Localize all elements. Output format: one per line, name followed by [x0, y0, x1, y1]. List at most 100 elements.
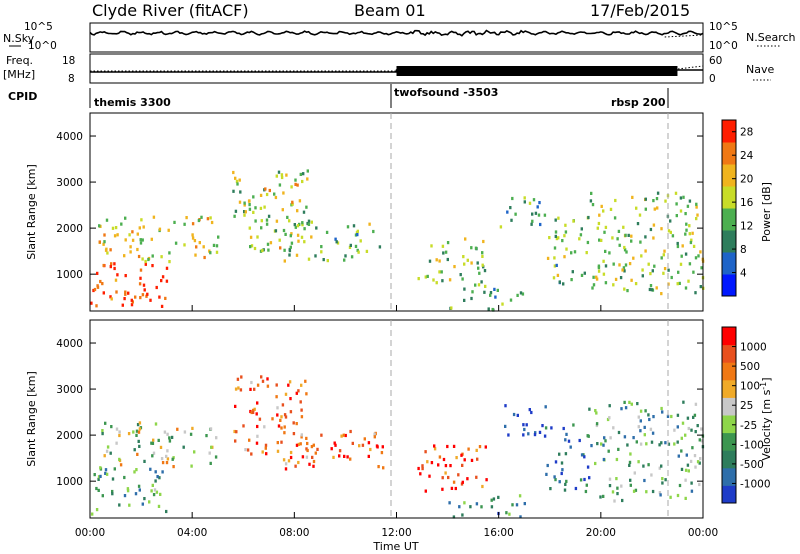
range-gate-cell — [165, 461, 169, 465]
range-gate-cell — [452, 444, 456, 448]
range-gate-cell — [565, 247, 568, 251]
range-gate-cell — [292, 421, 295, 425]
range-gate-cell — [586, 240, 590, 245]
range-gate-cell — [490, 498, 493, 502]
range-gate-cell — [692, 270, 695, 274]
range-gate-cell — [623, 248, 627, 252]
range-gate-cell — [677, 454, 680, 458]
range-gate-cell — [123, 297, 126, 301]
range-gate-cell — [343, 258, 346, 262]
range-gate-cell — [93, 473, 96, 477]
range-gate-cell — [265, 452, 268, 456]
range-gate-cell — [698, 461, 701, 465]
range-gate-cell — [252, 408, 255, 412]
range-gate-cell — [106, 445, 110, 449]
range-gate-cell — [604, 225, 608, 229]
x-tick-label: 00:00 — [75, 527, 105, 539]
range-gate-cell — [275, 174, 278, 178]
range-gate-cell — [284, 392, 288, 396]
range-gate-cell — [240, 375, 243, 379]
range-gate-cell — [650, 440, 654, 444]
range-gate-cell — [287, 459, 291, 463]
range-gate-cell — [233, 429, 236, 434]
range-gate-cell — [591, 203, 595, 207]
range-gate-cell — [239, 190, 242, 194]
range-gate-cell — [554, 218, 557, 222]
range-gate-cell — [612, 426, 615, 430]
range-gate-cell — [509, 298, 513, 302]
range-gate-cell — [305, 455, 309, 459]
x-tick-label: 12:00 — [381, 527, 411, 539]
range-gate-cell — [532, 198, 536, 202]
noise-strip: 10^5 10^0 10^5 10^0 N.Sky N.Search — [3, 21, 796, 53]
range-gate-cell — [666, 414, 670, 418]
range-gate-cell — [157, 504, 161, 508]
range-gate-cell — [161, 470, 164, 474]
range-gate-cell — [332, 455, 335, 459]
range-gate-cell — [101, 494, 104, 498]
range-gate-cell — [673, 442, 676, 446]
range-gate-cell — [134, 492, 138, 496]
range-gate-cell — [446, 444, 449, 449]
range-gate-cell — [267, 248, 270, 252]
range-gate-cell — [101, 432, 104, 436]
range-gate-cell — [661, 410, 664, 414]
range-gate-cell — [687, 426, 690, 431]
y-tick-label: 3000 — [56, 384, 83, 396]
range-gate-cell — [608, 477, 612, 481]
range-gate-cell — [453, 265, 456, 269]
range-gate-cell — [238, 178, 241, 182]
range-gate-cell — [553, 256, 556, 260]
range-gate-cell — [626, 289, 629, 293]
range-gate-cell — [197, 218, 201, 223]
range-gate-cell — [625, 250, 628, 254]
range-gate-cell — [148, 500, 151, 504]
range-gate-cell — [656, 191, 660, 195]
range-gate-cell — [306, 177, 309, 181]
range-gate-cell — [622, 266, 626, 270]
range-gate-cell — [234, 404, 237, 408]
range-gate-cell — [298, 222, 301, 226]
range-gate-cell — [560, 461, 564, 465]
range-gate-cell — [684, 212, 687, 216]
range-gate-cell — [254, 206, 257, 210]
range-gate-cell — [523, 502, 526, 506]
range-gate-cell — [98, 224, 101, 228]
range-gate-cell — [278, 238, 281, 242]
range-gate-cell — [301, 221, 304, 225]
range-gate-cell — [283, 431, 286, 435]
range-gate-cell — [572, 219, 575, 223]
range-gate-cell — [679, 262, 683, 266]
range-gate-cell — [288, 380, 292, 384]
range-gate-cell — [623, 400, 626, 404]
range-gate-cell — [660, 441, 663, 445]
range-gate-cell — [493, 287, 496, 291]
range-gate-cell — [680, 436, 683, 440]
range-gate-cell — [632, 489, 636, 493]
range-gate-cell — [680, 467, 684, 471]
range-gate-cell — [694, 402, 698, 406]
range-gate-cell — [248, 203, 251, 207]
range-gate-cell — [369, 447, 372, 452]
range-gate-cell — [266, 384, 270, 388]
range-gate-cell — [297, 239, 300, 243]
range-gate-cell — [243, 203, 246, 207]
range-gate-cell — [604, 281, 608, 285]
range-gate-cell — [151, 454, 154, 458]
range-gate-cell — [151, 483, 154, 487]
range-gate-cell — [249, 235, 253, 239]
range-gate-cell — [111, 492, 114, 496]
range-gate-cell — [640, 254, 643, 258]
range-gate-cell — [475, 475, 478, 479]
range-gate-cell — [335, 240, 338, 244]
range-gate-cell — [280, 440, 283, 444]
range-gate-cell — [449, 464, 452, 468]
range-gate-cell — [110, 425, 113, 429]
range-gate-cell — [287, 383, 290, 387]
range-gate-cell — [205, 434, 208, 438]
colorbar-segment — [722, 397, 736, 416]
range-gate-cell — [306, 169, 309, 173]
range-gate-cell — [598, 213, 601, 217]
range-gate-cell — [164, 296, 167, 300]
